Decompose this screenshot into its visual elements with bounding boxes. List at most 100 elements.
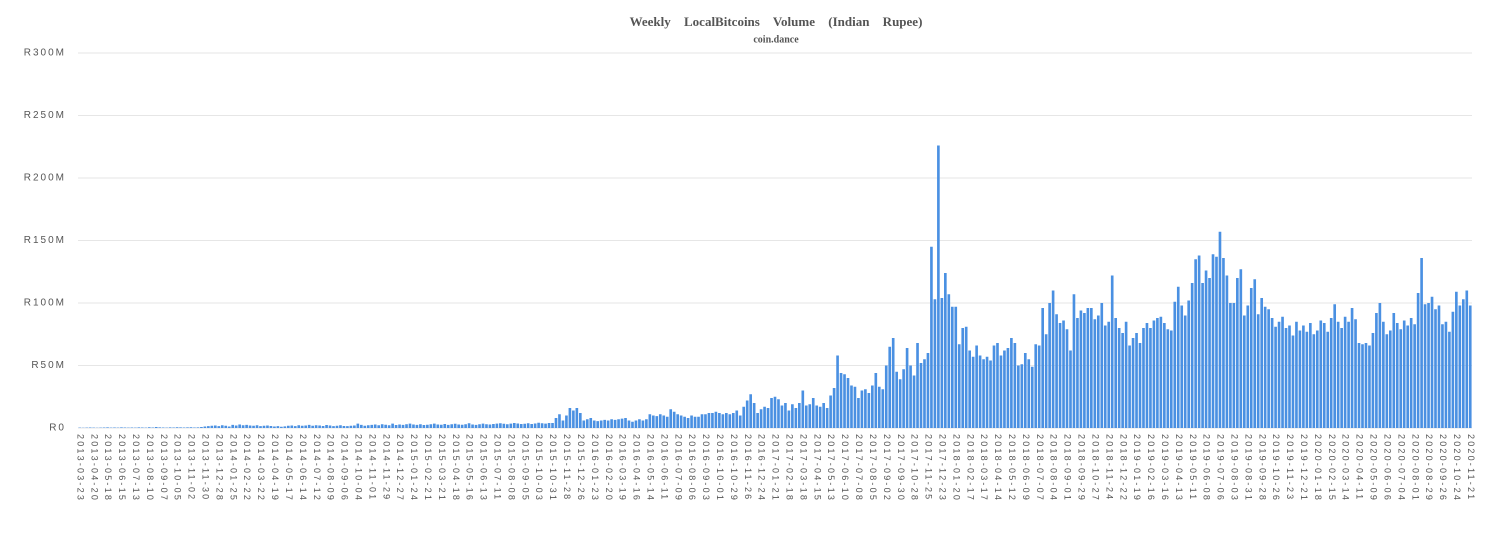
x-tick-label: 2015-03-21 <box>437 434 447 502</box>
bar <box>1010 338 1013 428</box>
bar <box>1302 325 1305 428</box>
bar <box>1090 308 1093 428</box>
bar <box>1281 316 1284 428</box>
bar <box>592 420 596 428</box>
bar <box>1135 333 1138 428</box>
chart-subtitle: coin.dance <box>753 34 799 45</box>
bar <box>1201 283 1204 428</box>
bar <box>888 346 892 428</box>
bar <box>526 423 530 428</box>
x-tick-label: 2015-06-13 <box>479 434 489 502</box>
bar <box>321 426 325 428</box>
bar <box>954 306 958 428</box>
bar <box>1298 330 1302 428</box>
bar <box>203 426 207 428</box>
bar <box>773 396 777 428</box>
x-tick-label: 2016-11-26 <box>743 434 753 501</box>
x-tick-label: 2020-09-26 <box>1438 434 1448 502</box>
x-tick-label: 2016-02-20 <box>604 434 614 502</box>
bar <box>370 424 374 428</box>
x-tick-label: 2014-12-27 <box>395 434 405 502</box>
bar <box>982 359 985 428</box>
bar <box>947 294 951 428</box>
bar <box>1211 254 1215 428</box>
bar <box>902 369 905 428</box>
bar <box>697 416 700 428</box>
bar <box>394 425 398 428</box>
bar <box>488 424 492 428</box>
bar <box>523 423 527 428</box>
bar <box>314 425 318 428</box>
bar <box>968 350 971 428</box>
bar <box>154 427 158 428</box>
bar <box>1180 305 1184 428</box>
bar <box>804 405 808 428</box>
bar <box>655 416 659 428</box>
x-tick-label: 2019-08-31 <box>1243 434 1253 502</box>
bar <box>401 424 405 428</box>
bar <box>106 427 109 428</box>
bar <box>259 426 262 428</box>
x-tick-label: 2014-03-22 <box>256 434 266 502</box>
bar <box>1051 290 1055 428</box>
bar <box>220 425 224 428</box>
bar <box>495 423 499 428</box>
bar <box>989 360 992 428</box>
x-tick-label: 2015-09-05 <box>520 434 530 502</box>
bar <box>262 425 266 428</box>
bar <box>147 427 151 428</box>
bar <box>266 425 269 428</box>
bar <box>565 415 568 428</box>
bar <box>582 420 586 428</box>
x-tick-label: 2020-11-21 <box>1466 434 1476 501</box>
bar <box>405 424 408 428</box>
x-tick-label: 2017-11-25 <box>924 434 934 501</box>
bar <box>1103 325 1107 428</box>
x-tick-label: 2014-08-09 <box>326 434 336 502</box>
bar <box>252 425 255 428</box>
bar <box>1399 329 1403 428</box>
bar <box>700 414 704 428</box>
x-tick-label: 2017-01-21 <box>771 434 781 502</box>
bar <box>297 425 301 428</box>
bar <box>1246 305 1250 428</box>
bar <box>1062 320 1065 428</box>
bar <box>512 423 516 428</box>
bar <box>874 373 878 428</box>
bar <box>1441 324 1444 428</box>
x-tick-label: 2019-07-06 <box>1216 434 1226 502</box>
bar <box>884 365 888 428</box>
bar <box>944 273 947 428</box>
bar <box>690 415 693 428</box>
bar <box>1041 308 1044 428</box>
bar <box>718 413 721 428</box>
bar <box>1253 279 1257 428</box>
x-tick-label: 2018-01-20 <box>951 434 961 502</box>
x-tick-label: 2016-05-14 <box>645 434 655 502</box>
bar <box>780 405 784 428</box>
bar <box>1256 314 1260 428</box>
bar <box>335 425 339 428</box>
bar <box>940 298 944 428</box>
bar <box>1284 328 1288 428</box>
bar <box>658 414 662 428</box>
bar <box>492 424 495 428</box>
x-tick-label: 2013-04-20 <box>89 434 99 502</box>
bar <box>290 425 294 428</box>
bar <box>1340 328 1343 428</box>
bar <box>1107 321 1111 428</box>
x-tick-label: 2019-05-11 <box>1188 434 1198 501</box>
bar <box>241 425 245 428</box>
bar <box>714 411 718 428</box>
bar <box>1197 255 1201 428</box>
bar <box>1277 321 1281 428</box>
bar <box>426 424 429 428</box>
bar <box>1312 334 1316 428</box>
bar <box>1416 293 1420 428</box>
bar <box>1044 334 1048 428</box>
bar <box>478 424 481 428</box>
bar <box>798 403 801 428</box>
bar <box>992 345 996 428</box>
bar <box>1249 288 1253 428</box>
y-tick-label: R150M <box>24 235 66 246</box>
